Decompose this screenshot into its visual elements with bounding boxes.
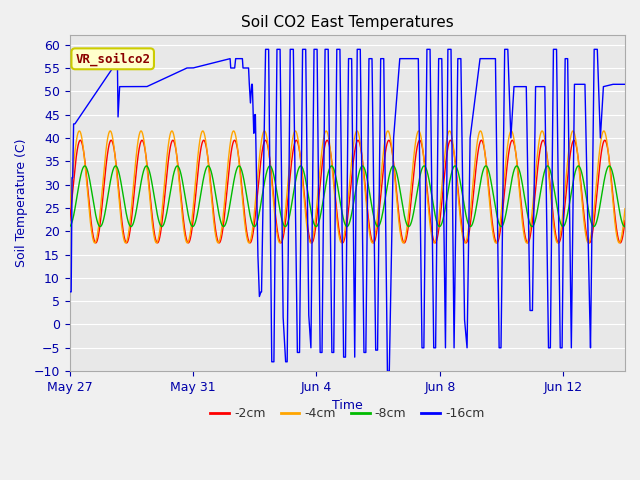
- Legend: -2cm, -4cm, -8cm, -16cm: -2cm, -4cm, -8cm, -16cm: [205, 402, 490, 425]
- Title: Soil CO2 East Temperatures: Soil CO2 East Temperatures: [241, 15, 454, 30]
- X-axis label: Time: Time: [332, 399, 363, 412]
- Y-axis label: Soil Temperature (C): Soil Temperature (C): [15, 139, 28, 267]
- Text: VR_soilco2: VR_soilco2: [76, 52, 150, 65]
